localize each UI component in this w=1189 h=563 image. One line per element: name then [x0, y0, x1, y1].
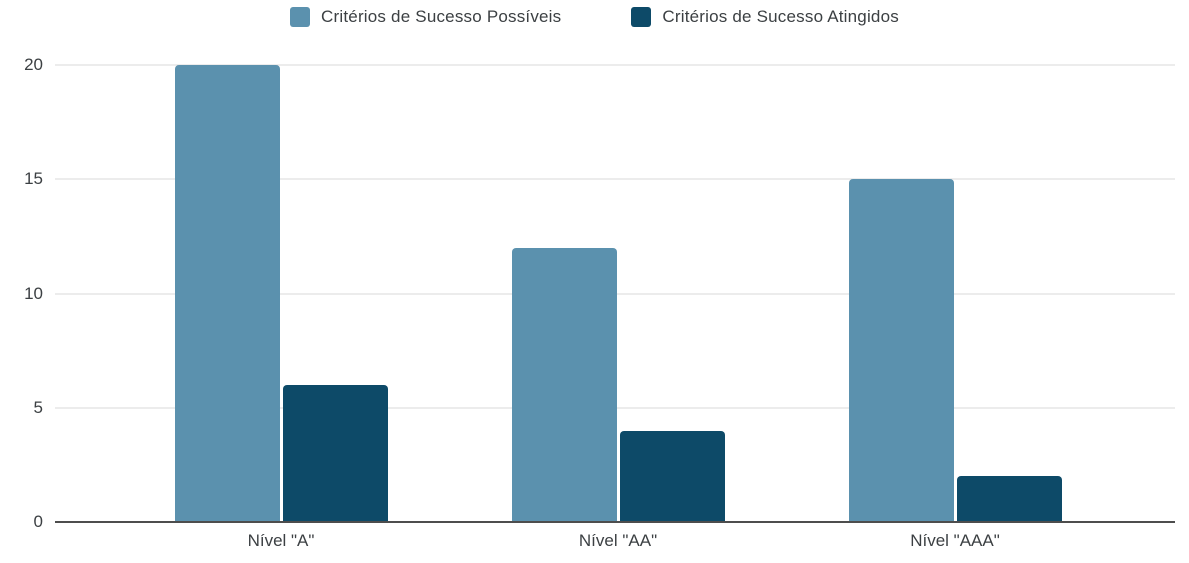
bar — [957, 476, 1062, 522]
x-axis-baseline — [55, 521, 1175, 523]
bar — [849, 179, 954, 522]
y-axis: 0 5 10 15 20 — [0, 55, 43, 531]
bar-group — [512, 65, 725, 522]
legend-label: Critérios de Sucesso Possíveis — [321, 7, 562, 26]
bar — [283, 384, 388, 522]
gridline — [55, 178, 1175, 180]
x-category-label: Nível "A" — [247, 531, 315, 550]
y-tick-label: 5 — [33, 397, 43, 417]
legend-swatch-icon — [290, 7, 311, 27]
legend-item: Critérios de Sucesso Possíveis — [290, 7, 561, 27]
bar — [175, 65, 280, 522]
y-tick-label: 15 — [24, 169, 43, 189]
x-axis: Nível "A" Nível "AA" Nível "AAA" — [55, 531, 1175, 557]
bar-group — [175, 65, 388, 522]
y-tick-label: 0 — [33, 512, 43, 531]
bar-group — [849, 65, 1062, 522]
x-category-label: Nível "AAA" — [910, 531, 1000, 550]
gridline — [55, 64, 1175, 66]
legend-swatch-icon — [631, 7, 652, 27]
y-tick-label: 10 — [24, 283, 43, 303]
bar — [620, 430, 725, 522]
bar — [512, 247, 617, 522]
y-tick-label: 20 — [24, 55, 43, 74]
chart-legend: Critérios de Sucesso Possíveis Critérios … — [0, 7, 1189, 27]
legend-label: Critérios de Sucesso Atingidos — [662, 7, 899, 26]
legend-item: Critérios de Sucesso Atingidos — [631, 7, 899, 27]
plot-area — [55, 64, 1175, 523]
x-category-label: Nível "AA" — [578, 531, 658, 550]
